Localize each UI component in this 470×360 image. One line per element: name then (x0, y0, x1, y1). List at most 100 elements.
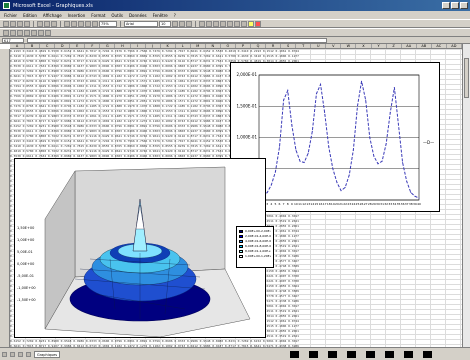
merge-center-icon[interactable] (220, 20, 226, 27)
column-header-T[interactable]: T (296, 44, 312, 48)
close-button[interactable] (460, 2, 468, 9)
grid-row[interactable]: 0.2193 0.3410 0.4819 0.5530 0.6152 0.664… (10, 49, 299, 53)
column-header-E[interactable]: E (70, 44, 86, 48)
font-size-combo[interactable]: 10 (159, 20, 171, 27)
column-header-I[interactable]: I (131, 44, 146, 48)
column-header-A[interactable]: A (10, 44, 26, 48)
column-header-N[interactable]: N (206, 44, 221, 48)
grid-row[interactable]: 0.6641 0.7815 0.8717 0.9437 0.9986 0.041… (10, 344, 299, 347)
series-point (291, 124, 293, 126)
column-header-H[interactable]: H (115, 44, 131, 48)
series-point (283, 99, 285, 101)
grid-row[interactable]: 0.4819 0.5780 0.6850 0.7632 0.8231 0.871… (10, 59, 299, 63)
menu-item-0[interactable]: Fichier (4, 12, 18, 18)
vertical-scrollbar[interactable] (462, 44, 470, 347)
surface-chart[interactable]: 1,50E+00 1,00E+00 5,00E-01 0,00E+00 -5,00E-0… (14, 158, 266, 338)
underline-icon[interactable] (186, 20, 192, 27)
column-header-B[interactable]: B (25, 44, 41, 48)
align-left-icon[interactable] (199, 20, 205, 27)
sheet-nav-last-icon[interactable] (26, 351, 31, 357)
y-tick-label: 1,500E-01 (236, 103, 257, 108)
column-header-AA[interactable]: AA (402, 44, 417, 48)
italic-icon[interactable] (179, 20, 185, 27)
column-header-G[interactable]: G (100, 44, 116, 48)
bold-icon[interactable] (172, 20, 178, 27)
column-header-Q[interactable]: Q (251, 44, 267, 48)
copy-icon[interactable] (44, 20, 50, 27)
align-center-icon[interactable] (206, 20, 212, 27)
textbox-icon[interactable] (45, 29, 51, 36)
cut-icon[interactable] (37, 20, 43, 27)
column-header-C[interactable]: C (40, 44, 56, 48)
column-header-K[interactable]: K (161, 44, 176, 48)
name-box[interactable]: K17 (2, 37, 24, 43)
borders-icon[interactable] (241, 20, 247, 27)
currency-icon[interactable] (227, 20, 233, 27)
column-header-X[interactable]: X (356, 44, 372, 48)
paste-icon[interactable] (51, 20, 57, 27)
select-objects-icon[interactable] (10, 29, 16, 36)
zoom-combo[interactable]: 75% (99, 20, 117, 27)
oval-icon[interactable] (38, 29, 44, 36)
column-header-AB[interactable]: AB (417, 44, 432, 48)
column-header-Z[interactable]: Z (387, 44, 402, 48)
line-icon[interactable] (17, 29, 23, 36)
grid-row[interactable]: 0.6152 0.7269 0.8231 0.8980 0.9548 0.998… (10, 339, 299, 343)
percent-icon[interactable] (234, 20, 240, 27)
maximize-button[interactable] (451, 2, 459, 9)
print-icon[interactable] (24, 20, 30, 27)
save-icon[interactable] (17, 20, 23, 27)
surface-legend[interactable]: 0,00E+00-2,00E-012,00E-01-4,00E-014,00E-… (236, 226, 274, 268)
formula-input[interactable] (27, 37, 327, 43)
series-point (373, 155, 375, 157)
rectangle-icon[interactable] (31, 29, 37, 36)
menu-item-1[interactable]: Edition (23, 12, 37, 18)
standard-toolbar: 75% Arial 10 (0, 19, 470, 28)
horizontal-scroll-blocks[interactable] (290, 350, 460, 358)
draw-icon[interactable] (3, 29, 9, 36)
chart-wizard-icon[interactable] (92, 20, 98, 27)
menu-item-3[interactable]: Insertion (67, 12, 86, 18)
column-header-AC[interactable]: AC (432, 44, 447, 48)
column-header-O[interactable]: O (221, 44, 236, 48)
column-header-P[interactable]: P (236, 44, 251, 48)
column-header-D[interactable]: D (55, 44, 71, 48)
scrollbar-thumb[interactable] (464, 58, 469, 98)
column-header-S[interactable]: S (281, 44, 297, 48)
column-header-Y[interactable]: Y (372, 44, 387, 48)
sheet-tab-graphiques[interactable]: Graphiques (34, 350, 61, 358)
sort-ascending-icon[interactable] (85, 20, 91, 27)
font-color-icon[interactable] (255, 20, 261, 27)
new-icon[interactable] (3, 20, 9, 27)
undo-icon[interactable] (64, 20, 70, 27)
sheet-nav-next-icon[interactable] (18, 351, 23, 357)
menu-item-4[interactable]: Format (91, 12, 106, 18)
open-icon[interactable] (10, 20, 16, 27)
autosum-icon[interactable] (78, 20, 84, 27)
column-header-L[interactable]: L (176, 44, 191, 48)
column-header-AD[interactable]: AD (447, 44, 462, 48)
redo-icon[interactable] (71, 20, 77, 27)
grid-row[interactable]: 0.3410 0.4630 0.5780 0.6611 0.7269 0.781… (10, 144, 299, 148)
column-header-W[interactable]: W (341, 44, 357, 48)
minimize-button[interactable] (442, 2, 450, 9)
column-header-J[interactable]: J (146, 44, 161, 48)
column-header-U[interactable]: U (311, 44, 327, 48)
font-name-combo[interactable]: Arial (124, 20, 158, 27)
arrow-icon[interactable] (24, 29, 30, 36)
column-header-V[interactable]: V (326, 44, 342, 48)
menu-item-5[interactable]: Outils (111, 12, 123, 18)
column-header-F[interactable]: F (85, 44, 101, 48)
column-header-M[interactable]: M (191, 44, 206, 48)
menu-item-6[interactable]: Données (128, 12, 147, 18)
sheet-nav-first-icon[interactable] (2, 351, 7, 357)
z-tick-label: 5,00E-01 (17, 250, 33, 254)
column-header-R[interactable]: R (266, 44, 282, 48)
fill-color-icon[interactable] (248, 20, 254, 27)
menu-item-8[interactable]: ? (173, 12, 176, 18)
menu-item-2[interactable]: Affichage (42, 12, 62, 18)
align-right-icon[interactable] (213, 20, 219, 27)
menu-item-7[interactable]: Fenêtre (152, 12, 168, 18)
grid-row[interactable]: 0.3410 0.4630 0.5780 0.6611 0.7269 0.781… (10, 54, 299, 58)
sheet-nav-prev-icon[interactable] (10, 351, 15, 357)
